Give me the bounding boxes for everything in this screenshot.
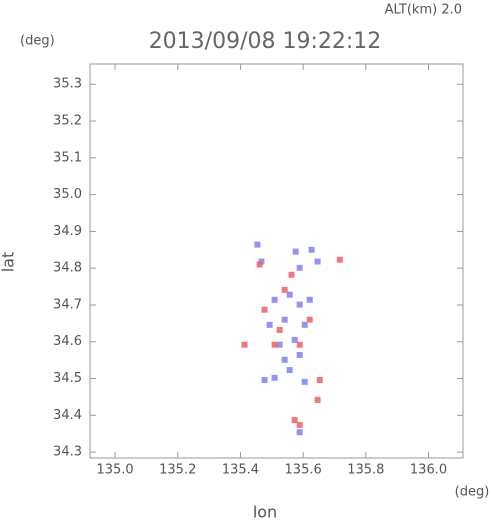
data-point	[271, 341, 278, 348]
data-point	[281, 356, 288, 363]
y-tick-label: 35.3	[53, 77, 82, 92]
data-point	[296, 264, 303, 271]
data-point	[288, 271, 295, 278]
x-tick-label: 135.8	[347, 463, 384, 478]
data-point	[301, 378, 308, 385]
data-point	[286, 367, 293, 374]
x-axis-title: lon	[253, 503, 277, 521]
y-unit: (deg)	[20, 34, 55, 49]
y-tick-label: 35.2	[53, 114, 82, 129]
chart-title: 2013/09/08 19:22:12	[149, 29, 382, 54]
data-point	[306, 296, 313, 303]
y-tick-label: 34.4	[53, 408, 82, 423]
data-point	[336, 256, 343, 263]
x-tick-label: 135.6	[285, 463, 322, 478]
data-point	[276, 341, 283, 348]
y-tick-label: 35.1	[53, 150, 82, 165]
data-point	[308, 246, 315, 253]
data-point	[292, 248, 299, 255]
data-point	[281, 286, 288, 293]
data-point	[241, 341, 248, 348]
data-point	[316, 377, 323, 384]
data-point	[306, 316, 313, 323]
y-tick-label: 34.8	[53, 261, 82, 276]
data-point	[301, 321, 308, 328]
data-point	[314, 396, 321, 403]
plot-frame	[89, 63, 464, 459]
data-point	[271, 374, 278, 381]
data-point	[261, 306, 268, 313]
data-point	[291, 336, 298, 343]
data-point	[266, 321, 273, 328]
x-tick-label: 135.0	[96, 463, 133, 478]
x-tick-label: 136.0	[410, 463, 447, 478]
y-tick-label: 35.0	[53, 187, 82, 202]
x-tick-label: 135.2	[159, 463, 196, 478]
data-point	[296, 429, 303, 436]
y-axis-title: lat	[0, 252, 18, 273]
y-tick-label: 34.6	[53, 334, 82, 349]
x-unit: (deg)	[455, 485, 490, 500]
altitude-label: ALT(km) 2.0	[385, 3, 462, 18]
data-point	[286, 291, 293, 298]
y-tick-label: 34.3	[53, 445, 82, 460]
data-point	[271, 296, 278, 303]
data-point	[254, 241, 261, 248]
y-tick-label: 34.9	[53, 224, 82, 239]
y-tick-label: 34.5	[53, 371, 82, 386]
data-point	[296, 351, 303, 358]
y-tick-label: 34.7	[53, 297, 82, 312]
data-point	[261, 377, 268, 384]
data-point	[314, 258, 321, 265]
data-point	[276, 326, 283, 333]
data-point	[291, 417, 298, 424]
x-tick-label: 135.4	[222, 463, 259, 478]
data-point	[296, 301, 303, 308]
data-point	[281, 316, 288, 323]
data-point	[296, 421, 303, 428]
data-point	[296, 341, 303, 348]
data-point	[256, 261, 263, 268]
